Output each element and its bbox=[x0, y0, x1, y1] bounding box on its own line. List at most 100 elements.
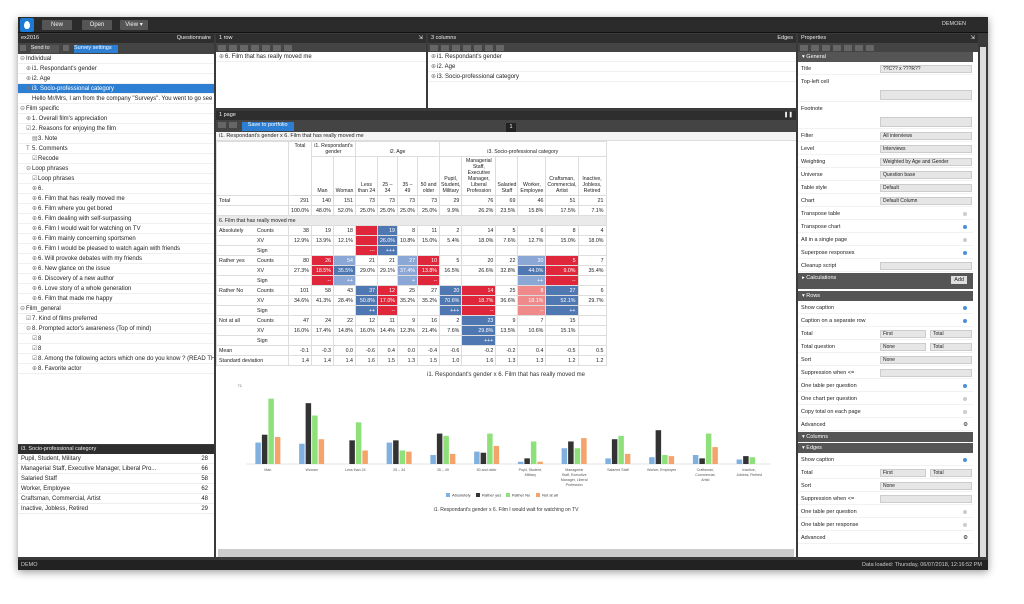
tree-item[interactable]: ⊕6. Film dealing with self-surpassing bbox=[18, 214, 214, 224]
property-textarea[interactable] bbox=[880, 90, 972, 100]
expand-icon[interactable]: ⊕ bbox=[431, 74, 437, 80]
gear-icon[interactable]: ⚙ bbox=[963, 535, 968, 541]
new-button[interactable]: New bbox=[42, 20, 72, 30]
tree-expander-icon[interactable]: ⊕ bbox=[32, 196, 38, 202]
expand-icon[interactable]: ⊕ bbox=[431, 54, 437, 60]
tree-expander-icon[interactable]: ☑ bbox=[26, 316, 32, 322]
tree-expander-icon[interactable]: ⊕ bbox=[32, 236, 38, 242]
properties-scrollbar[interactable] bbox=[980, 47, 986, 557]
property-textarea[interactable] bbox=[880, 117, 972, 127]
toggle-off-icon[interactable] bbox=[963, 523, 967, 527]
tree-expander-icon[interactable]: ⊕ bbox=[32, 266, 38, 272]
tree-item[interactable]: Hello Mr/Mrs, I am from the company "Sur… bbox=[18, 94, 214, 104]
category-list-item[interactable]: Worker, Employee 62 bbox=[18, 484, 214, 494]
property-input[interactable]: ??C?? x ???R?? bbox=[880, 65, 972, 73]
category-list-item[interactable]: Pupil, Student, Military 28 bbox=[18, 454, 214, 464]
tree-item[interactable]: ⊖Film specific bbox=[18, 104, 214, 114]
tree-item[interactable]: ⊕6. Love story of a whole generation bbox=[18, 284, 214, 294]
tree-expander-icon[interactable]: ⊕ bbox=[32, 246, 38, 252]
view-button[interactable]: View ▾ bbox=[120, 20, 148, 30]
tree-expander-icon[interactable]: ⊖ bbox=[26, 326, 32, 332]
tree-item[interactable]: ⊕i2. Age bbox=[18, 74, 214, 84]
edges-button[interactable]: Edges bbox=[777, 35, 793, 41]
send-to-button[interactable]: Send to bbox=[30, 44, 59, 53]
expand-icon[interactable]: ⊕ bbox=[431, 64, 437, 70]
tree-item[interactable]: ☑Recode bbox=[18, 154, 214, 164]
menu-icon[interactable] bbox=[20, 44, 26, 51]
tree-expander-icon[interactable]: ⊕ bbox=[32, 216, 38, 222]
tree-item[interactable]: ⊕i3. Socio-professional category bbox=[18, 84, 214, 94]
tree-item[interactable]: ⊕6. Film that made me happy bbox=[18, 294, 214, 304]
rows-panel-item[interactable]: ⊕6. Film that has really moved me bbox=[216, 52, 426, 62]
calculations-section[interactable]: ▸ Calculations Add bbox=[798, 273, 973, 289]
tree-item[interactable]: ⊕6. Film I would be pleased to watch aga… bbox=[18, 244, 214, 254]
tree-item[interactable]: ⊕6. bbox=[18, 184, 214, 194]
page-number[interactable]: 1 bbox=[506, 122, 516, 132]
property-select[interactable]: Default Column bbox=[880, 197, 972, 205]
tree-item[interactable]: ⊕6. New glance on the issue bbox=[18, 264, 214, 274]
tree-item[interactable]: ☑Loop phrases bbox=[18, 174, 214, 184]
tree-expander-icon[interactable]: ☑ bbox=[26, 126, 32, 132]
property-select[interactable]: Interviews bbox=[880, 145, 972, 153]
tree-expander-icon[interactable]: ⊕ bbox=[32, 286, 38, 292]
property-select[interactable]: None bbox=[880, 482, 972, 490]
tree-expander-icon[interactable]: ⊕ bbox=[32, 256, 38, 262]
tree-expander-icon[interactable]: ⊕ bbox=[32, 276, 38, 282]
tree-expander-icon[interactable]: ☑ bbox=[32, 176, 38, 182]
general-section[interactable]: ▾ General bbox=[798, 52, 973, 62]
category-list-item[interactable]: Salaried Staff 58 bbox=[18, 474, 214, 484]
save-to-portfolio-button[interactable]: Save to portfolio bbox=[241, 121, 294, 131]
tree-expander-icon[interactable]: ⊕ bbox=[26, 86, 32, 92]
tree-expander-icon[interactable]: ☑ bbox=[32, 356, 38, 362]
property-select[interactable]: All interviews bbox=[880, 132, 972, 140]
horizontal-scrollbar[interactable] bbox=[218, 549, 794, 557]
property-select[interactable]: First bbox=[880, 469, 926, 477]
columns-panel-item[interactable]: ⊕i1. Respondant's gender bbox=[428, 52, 796, 62]
add-button[interactable]: Add bbox=[951, 276, 967, 284]
property-input[interactable]: Total bbox=[930, 469, 972, 477]
tree-item[interactable]: ▤3. Note bbox=[18, 134, 214, 144]
open-button[interactable]: Open bbox=[82, 20, 112, 30]
tree-item[interactable]: ☑2. Reasons for enjoying the film bbox=[18, 124, 214, 134]
tree-expander-icon[interactable]: ⊕ bbox=[26, 116, 32, 122]
tree-item[interactable]: ⊕6. Film mainly concerning sportsmen bbox=[18, 234, 214, 244]
toggle-on-icon[interactable] bbox=[963, 384, 967, 388]
tree-item[interactable]: ⊕i1. Respondant's gender bbox=[18, 64, 214, 74]
tree-item[interactable]: ☑8 bbox=[18, 334, 214, 344]
tree-expander-icon[interactable]: ⊕ bbox=[26, 66, 32, 72]
tree-item[interactable]: ⊕6. Discovery of a new author bbox=[18, 274, 214, 284]
toggle-on-icon[interactable] bbox=[963, 225, 967, 229]
tree-item[interactable]: ⊕6. Film I would wait for watching on TV bbox=[18, 224, 214, 234]
property-select[interactable]: First bbox=[880, 330, 926, 338]
toggle-off-icon[interactable] bbox=[963, 397, 967, 401]
tree-expander-icon[interactable]: ⊕ bbox=[32, 366, 38, 372]
gear-icon[interactable]: ⚙ bbox=[963, 422, 968, 428]
property-select[interactable]: None bbox=[880, 356, 972, 364]
columns-panel-item[interactable]: ⊕i3. Socio-professional category bbox=[428, 72, 796, 82]
tree-item[interactable]: ☑8. Among the following actors which one… bbox=[18, 354, 214, 364]
toggle-on-icon[interactable] bbox=[963, 306, 967, 310]
property-select[interactable]: Default bbox=[880, 184, 972, 192]
property-select[interactable]: None bbox=[880, 343, 926, 351]
tree-expander-icon[interactable]: ⊖ bbox=[20, 306, 26, 312]
property-input[interactable] bbox=[880, 369, 972, 377]
tree-item[interactable]: T 5. Comments bbox=[18, 144, 214, 154]
tree-item[interactable]: ☑7. Kind of films preferred bbox=[18, 314, 214, 324]
tree-expander-icon[interactable]: ⊕ bbox=[32, 296, 38, 302]
category-list-item[interactable]: Craftsman, Commercial, Artist 48 bbox=[18, 494, 214, 504]
tree-expander-icon[interactable]: ⊖ bbox=[26, 166, 32, 172]
rows-section[interactable]: ▾ Rows bbox=[798, 291, 973, 301]
questionnaire-tab[interactable]: Questionnaire bbox=[176, 35, 211, 41]
toggle-off-icon[interactable] bbox=[963, 410, 967, 414]
tree-expander-icon[interactable]: ⊕ bbox=[26, 76, 32, 82]
property-input[interactable]: Total bbox=[930, 343, 972, 351]
property-select[interactable]: Question base bbox=[880, 171, 972, 179]
columns-panel-item[interactable]: ⊕i2. Age bbox=[428, 62, 796, 72]
toggle-on-icon[interactable] bbox=[963, 251, 967, 255]
property-input[interactable] bbox=[880, 495, 972, 503]
toggle-on-icon[interactable] bbox=[963, 319, 967, 323]
tree-item[interactable]: ⊕1. Overall film's appreciation bbox=[18, 114, 214, 124]
toggle-off-icon[interactable] bbox=[963, 238, 967, 242]
tree-item[interactable]: ⊖Loop phrases bbox=[18, 164, 214, 174]
page-tool-icon-2[interactable] bbox=[229, 121, 237, 128]
